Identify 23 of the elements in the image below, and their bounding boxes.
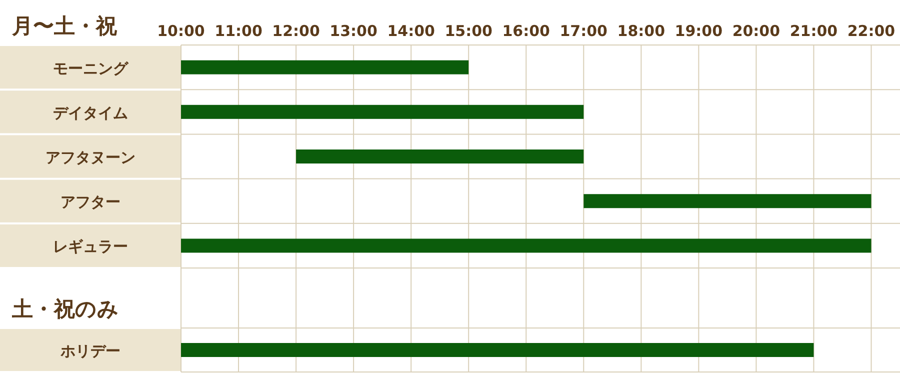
text: 土・祝のみ (11, 297, 119, 321)
x-tick-label: 19:00 (674, 22, 723, 40)
y-tick-label: アフター (60, 193, 120, 212)
x-tick-label: 15:00 (444, 22, 492, 40)
x-tick-label: 10:00 (157, 22, 205, 40)
x-tick-label: 16:00 (502, 22, 550, 40)
x-tick-label: 18:00 (617, 22, 666, 40)
bar (296, 150, 584, 164)
x-tick-label: 11:00 (214, 22, 262, 40)
x-tick-label: 20:00 (732, 22, 780, 40)
y-tick-label: レギュラー (53, 238, 128, 256)
x-tick-label: 12:00 (272, 22, 320, 40)
x-tick-label: 21:00 (790, 22, 838, 40)
x-tick-label: 14:00 (387, 22, 435, 40)
x-tick-label: 13:00 (330, 22, 378, 40)
chart-title: 月〜土・祝 (11, 14, 118, 38)
y-tick-label: アフタヌーン (46, 148, 136, 166)
x-tick-label: 17:00 (560, 22, 608, 40)
y-tick-label: モーニング (53, 59, 129, 78)
bar (584, 194, 872, 208)
y-tick-label: ホリデー (60, 342, 120, 360)
y-tick-label: デイタイム (53, 104, 128, 122)
x-tick-label: 22:00 (847, 22, 896, 40)
